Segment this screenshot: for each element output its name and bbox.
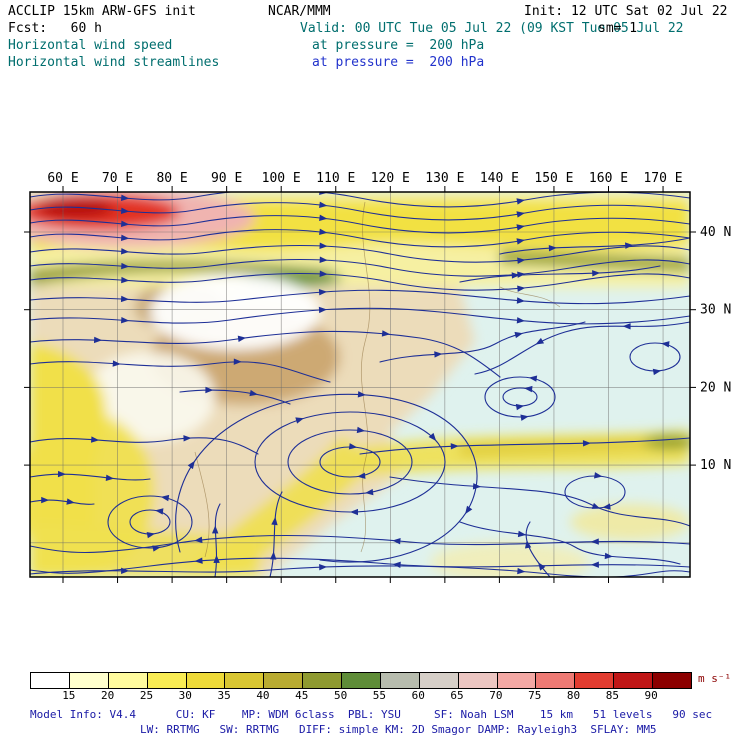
lon-tick-label: 80 E (156, 171, 187, 186)
colorbar-tick-label: 30 (178, 689, 192, 702)
lon-tick-label: 70 E (102, 171, 133, 186)
colorbar-cell (653, 673, 691, 688)
lon-tick-label: 140 E (480, 171, 519, 186)
colorbar-tick-label: 85 (605, 689, 619, 702)
field-name-streamlines: Horizontal wind streamlines (8, 55, 220, 70)
colorbar-cell (303, 673, 342, 688)
colorbar-tick-label: 55 (372, 689, 387, 702)
colorbar-tick-label: 20 (101, 689, 115, 702)
colorbar-tick-label: 45 (295, 689, 309, 702)
lon-axis: 60 E 70 E 80 E 90 E 100 E 110 E 120 E 130 E 140 … (47, 171, 682, 186)
lat-tick-label: 10 N (700, 458, 731, 473)
streamlines (30, 192, 690, 577)
lat-tick-label: 40 N (700, 225, 731, 240)
init-time: Init: 12 UTC Sat 02 Jul 22 (524, 4, 728, 19)
colorbar-tick-label: 40 (256, 689, 270, 702)
colorbar-cell (614, 673, 653, 688)
org-name: NCAR/MMM (268, 4, 331, 19)
colorbar-tick-label: 90 (644, 689, 658, 702)
axis-ticks (24, 186, 696, 583)
streamline-arrows (41, 192, 670, 575)
valid-time: Valid: 00 UTC Tue 05 Jul 22 (09 KST Tue … (300, 21, 684, 36)
colorbar-tick-label: 50 (333, 689, 348, 702)
map-plot: 60 E 70 E 80 E 90 E 100 E 110 E 120 E 130 E 140 … (24, 171, 731, 583)
colorbar-tick-label: 80 (566, 689, 581, 702)
lon-tick-label: 120 E (371, 171, 410, 186)
colorbar-cell (575, 673, 615, 688)
page-title: ACCLIP 15km ARW-GFS init (8, 4, 196, 19)
field-name-speed: Horizontal wind speed (8, 38, 173, 53)
colorbar-tick-label: 75 (528, 689, 542, 702)
lon-tick-label: 150 E (534, 171, 573, 186)
smoothing-label: sm= 1 (598, 21, 638, 36)
colorbar-tick-label: 70 (489, 689, 503, 702)
colorbar-cell (380, 673, 420, 688)
colorbar-tick-label: 15 (62, 689, 76, 702)
pressure-level-streamlines: at pressure = 200 hPa (312, 55, 485, 70)
colorbar-cell (342, 673, 381, 688)
lon-tick-label: 130 E (425, 171, 464, 186)
lat-tick-label: 20 N (700, 380, 731, 395)
colorbar-cell (108, 673, 148, 688)
forecast-hour: Fcst: 60 h (8, 21, 102, 36)
colorbar-cell (225, 673, 265, 688)
map-frame (29, 191, 691, 578)
colorbar-units: m s⁻¹ (698, 672, 732, 685)
colorbar-cell (31, 673, 70, 688)
graticule (30, 192, 690, 577)
colorbar-cell (497, 673, 537, 688)
lon-tick-label: 110 E (316, 171, 355, 186)
lat-axis: 40 N 30 N 20 N 10 N (700, 225, 731, 473)
model-info-line1: Model Info: V4.4 CU: KF MP: WDM 6class P… (30, 708, 713, 721)
colorbar-tick-label: 25 (139, 689, 154, 702)
colorbar-cell (147, 673, 187, 688)
lon-tick-label: 90 E (211, 171, 242, 186)
colorbar-cell (536, 673, 576, 688)
model-info-line2: LW: RRTMG SW: RRTMG DIFF: simple KM: 2D … (140, 723, 657, 736)
lon-tick-label: 100 E (262, 171, 301, 186)
colorbar-cell (264, 673, 304, 688)
lon-tick-label: 60 E (47, 171, 78, 186)
lat-tick-label: 30 N (700, 303, 731, 318)
colorbar-labels: 15 20 25 30 35 40 45 50 55 60 65 70 75 80 85 90 (30, 689, 690, 702)
colorbar-cell (69, 673, 109, 688)
colorbar (30, 672, 692, 689)
colorbar-tick-label: 35 (217, 689, 231, 702)
colorbar-tick-label: 65 (450, 689, 464, 702)
lon-tick-label: 170 E (643, 171, 682, 186)
colorbar-cell (186, 673, 226, 688)
colorbar-tick-label: 60 (411, 689, 425, 702)
colorbar-cell (419, 673, 459, 688)
colorbar-cell (458, 673, 498, 688)
pressure-level-speed: at pressure = 200 hPa (312, 38, 485, 53)
lon-tick-label: 160 E (589, 171, 628, 186)
